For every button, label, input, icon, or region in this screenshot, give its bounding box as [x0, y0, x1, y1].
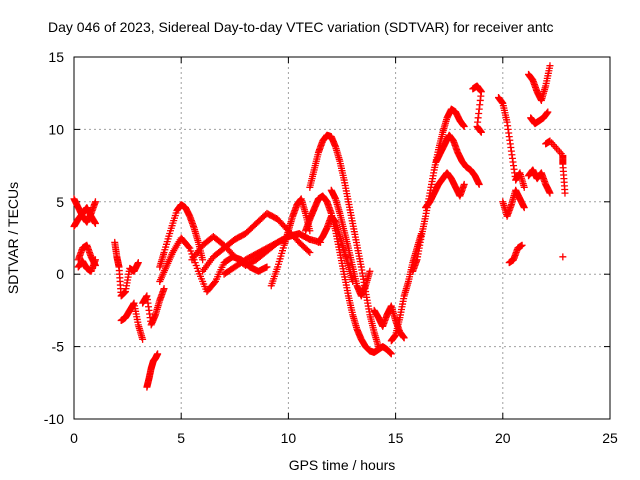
series-arc-q	[327, 186, 374, 300]
series-arc-ab	[525, 62, 554, 104]
data-point	[520, 183, 528, 191]
series-arc-y	[495, 94, 528, 191]
series-arc-b	[70, 204, 99, 230]
plot-frame	[73, 56, 611, 420]
data-point	[210, 279, 218, 287]
series-arc-af	[559, 253, 567, 261]
data-point	[460, 123, 468, 131]
data-point	[546, 62, 554, 70]
series-arc-l	[199, 209, 314, 275]
data-point	[306, 248, 314, 256]
series-arc-w	[432, 131, 483, 188]
data-point	[561, 189, 569, 197]
chart-title: Day 046 of 2023, Sidereal Day-to-day VTE…	[48, 19, 554, 35]
data-point	[559, 253, 567, 261]
x-tick-labels: 0 5 10 15 20 25	[70, 430, 618, 446]
y-tick-label: 10	[48, 121, 64, 137]
series-arc-e	[111, 238, 142, 300]
data-point	[460, 180, 468, 188]
series-arc-ac	[527, 108, 552, 128]
series-arc-j	[156, 234, 271, 296]
data-point	[520, 204, 528, 212]
x-tick-label: 5	[177, 430, 185, 446]
x-tick-label: 25	[602, 430, 618, 446]
data-point	[199, 256, 207, 264]
data-point	[154, 350, 162, 358]
series-arc-aa	[505, 241, 526, 267]
x-axis-label: GPS time / hours	[289, 457, 396, 473]
series-arc-ae	[542, 137, 569, 197]
data-point	[160, 285, 168, 293]
y-tick-label: 5	[56, 194, 64, 210]
series-arc-p	[302, 192, 395, 358]
data-point	[305, 247, 312, 255]
data-point	[91, 256, 99, 264]
x-tick-label: 20	[495, 430, 511, 446]
data-point	[546, 189, 554, 197]
data-point	[387, 350, 395, 358]
data-point	[263, 263, 271, 271]
series-arc-z	[499, 186, 528, 220]
series-arc-f	[117, 299, 147, 343]
x-tick-label: 15	[388, 430, 404, 446]
series-arc-h	[139, 285, 168, 329]
y-tick-labels: -10 -5 0 5 10 15	[44, 49, 64, 427]
x-tick-label: 10	[281, 430, 297, 446]
series-arc-x	[469, 82, 485, 136]
series-arc-i	[156, 201, 207, 271]
series-arc-ad	[525, 166, 554, 197]
series-arc-g	[143, 350, 162, 391]
series-arc-m	[220, 230, 325, 278]
series-arc-d	[74, 256, 99, 275]
y-tick-label: 0	[56, 266, 64, 282]
data-point	[477, 128, 485, 136]
data-point	[185, 243, 193, 251]
data-point	[400, 334, 408, 342]
y-axis-label: SDTVAR / TECUs	[5, 182, 21, 294]
data-point	[91, 198, 99, 206]
data-point	[91, 220, 99, 228]
data-point	[475, 180, 483, 188]
series-arc-v	[422, 169, 468, 212]
series-arc-n	[267, 195, 314, 290]
series-arc-o	[306, 131, 382, 351]
data-point	[366, 267, 374, 275]
y-tick-label: -5	[52, 339, 65, 355]
y-tick-label: 15	[48, 49, 64, 65]
data-point	[134, 259, 142, 267]
data-point	[349, 277, 357, 285]
data-point	[139, 335, 147, 343]
data-point	[518, 241, 526, 249]
data-point	[544, 108, 552, 116]
y-tick-label: -10	[44, 411, 64, 427]
data-points	[70, 62, 569, 391]
series-arc-r	[314, 212, 357, 285]
series-arc-s	[370, 302, 408, 342]
x-tick-label: 0	[70, 430, 78, 446]
